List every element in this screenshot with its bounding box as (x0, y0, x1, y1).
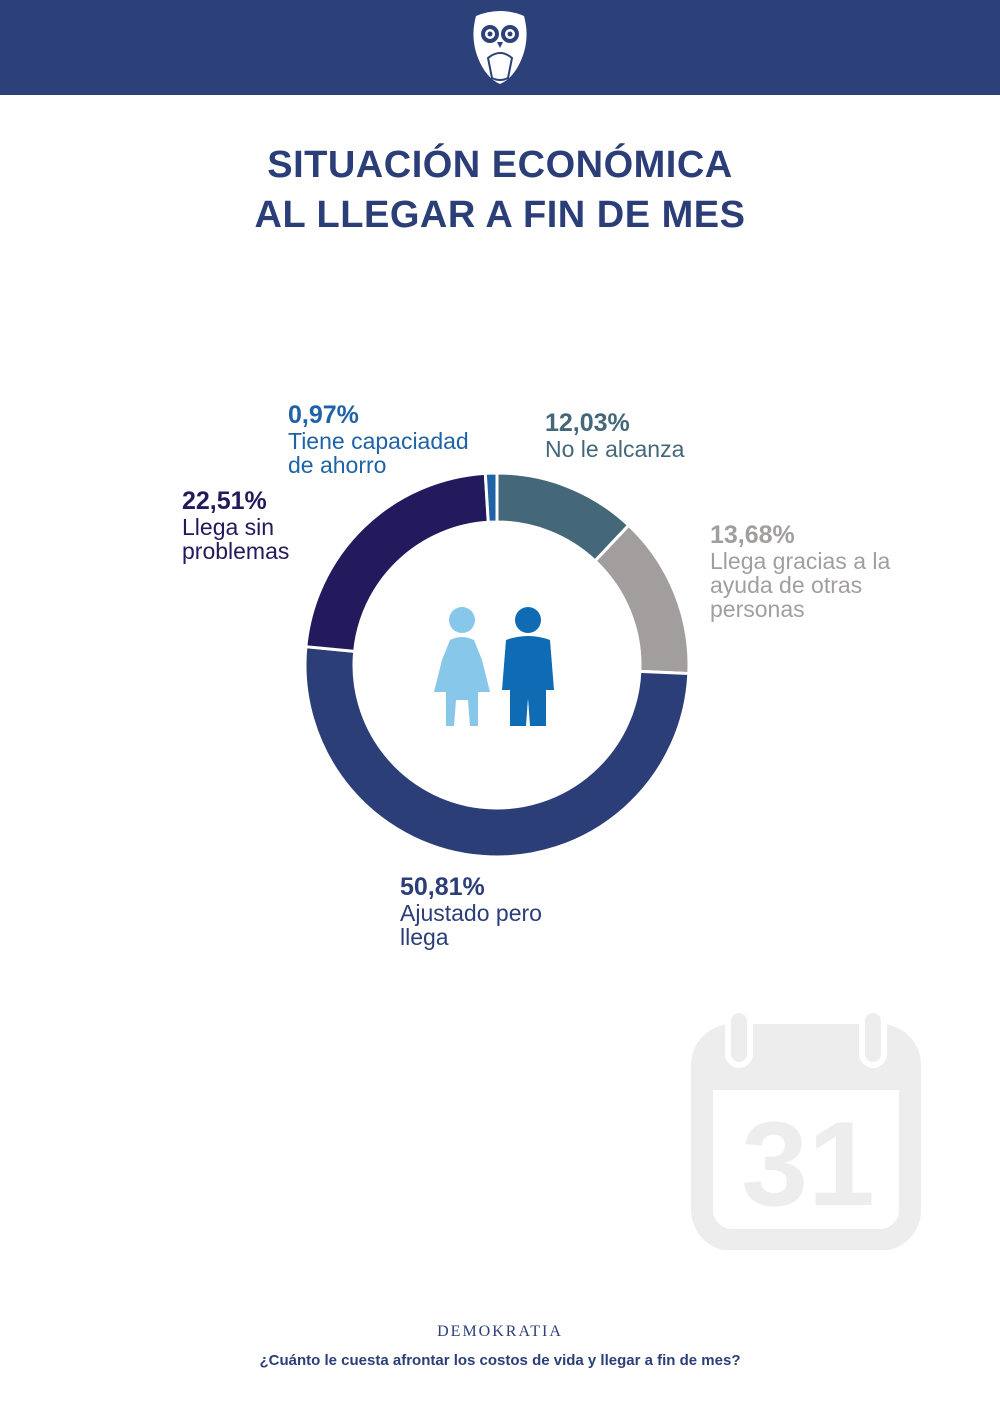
category-label-line1: Ajustado pero (400, 900, 542, 926)
calendar-day: 31 (741, 1097, 874, 1231)
value-label: 12,03% (545, 409, 630, 437)
value-label: 22,51% (182, 487, 267, 515)
label-capacidad-ahorro: 0,97% Tiene capaciadad de ahorro (288, 401, 469, 478)
page-title: SITUACIÓN ECONÓMICA AL LLEGAR A FIN DE M… (0, 140, 1000, 240)
calendar-icon: 31 (691, 1007, 921, 1250)
donut-slice-1 (592, 523, 691, 676)
header-bar (0, 0, 1000, 95)
category-label-line1: Tiene capaciadad (288, 428, 469, 454)
title-line-2: AL LLEGAR A FIN DE MES (254, 194, 746, 236)
donut-slice-2 (303, 645, 691, 859)
category-label-line1: Llega gracias a la (710, 548, 891, 574)
label-ajustado: 50,81% Ajustado pero llega (400, 873, 542, 950)
man-icon (502, 607, 554, 726)
category-label-line2: llega (400, 924, 449, 950)
value-label: 0,97% (288, 401, 359, 429)
category-label-line2: de ahorro (288, 452, 387, 478)
woman-icon (434, 607, 490, 726)
category-label-line1: Llega sin (182, 514, 275, 540)
people-icon (434, 607, 554, 726)
owl-icon (473, 11, 527, 84)
value-label: 50,81% (400, 873, 485, 901)
value-label: 13,68% (710, 521, 795, 549)
label-llega-sin-problemas: 22,51% Llega sin problemas (182, 487, 290, 564)
donut-slice-4 (483, 471, 499, 524)
brand-name: DEMOKRATIA (437, 1323, 563, 1340)
category-label: No le alcanza (545, 436, 685, 462)
survey-question: ¿Cuánto le cuesta afrontar los costos de… (259, 1352, 741, 1369)
category-label-line2: ayuda de otras (710, 572, 863, 598)
category-label-line2: problemas (182, 538, 290, 564)
title-line-1: SITUACIÓN ECONÓMICA (267, 144, 733, 186)
category-label-line3: personas (710, 596, 805, 622)
label-no-le-alcanza: 12,03% No le alcanza (545, 409, 685, 462)
label-llega-gracias: 13,68% Llega gracias a la ayuda de otras… (710, 521, 891, 622)
